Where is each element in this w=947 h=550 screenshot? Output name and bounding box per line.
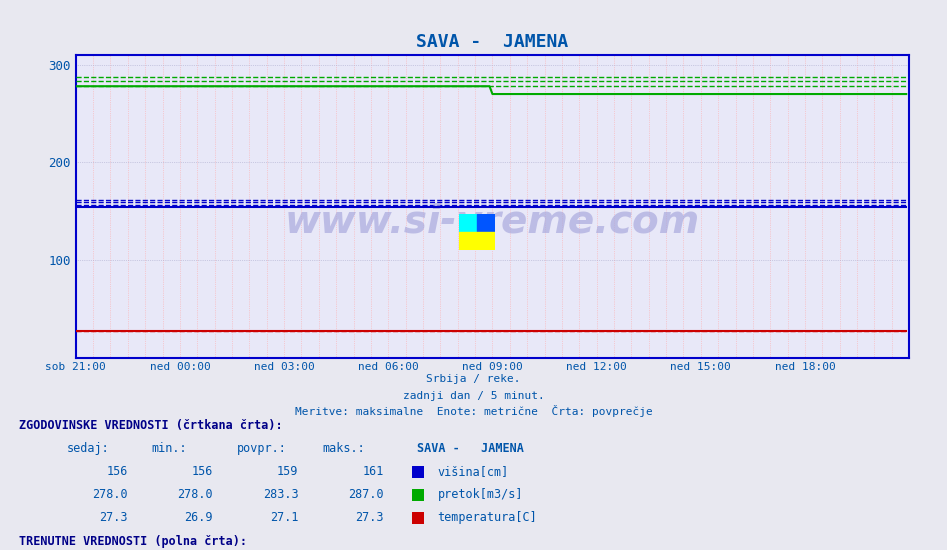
Title: SAVA -  JAMENA: SAVA - JAMENA [417, 32, 568, 51]
Text: temperatura[C]: temperatura[C] [438, 512, 537, 524]
Text: 278.0: 278.0 [92, 488, 128, 501]
Text: 278.0: 278.0 [177, 488, 213, 501]
Bar [459, 232, 495, 250]
Text: 159: 159 [277, 465, 298, 478]
Text: maks.:: maks.: [322, 442, 365, 455]
Text: 27.1: 27.1 [270, 512, 298, 524]
Text: SAVA -   JAMENA: SAVA - JAMENA [417, 442, 524, 455]
Text: min.:: min.: [152, 442, 188, 455]
Text: povpr.:: povpr.: [237, 442, 287, 455]
Text: 156: 156 [106, 465, 128, 478]
Bar [477, 214, 495, 232]
Text: 287.0: 287.0 [348, 488, 384, 501]
Text: www.si-vreme.com: www.si-vreme.com [285, 202, 700, 240]
Text: Meritve: maksimalne  Enote: metrične  Črta: povprečje: Meritve: maksimalne Enote: metrične Črta… [295, 405, 652, 417]
Text: višina[cm]: višina[cm] [438, 465, 509, 478]
Text: 26.9: 26.9 [185, 512, 213, 524]
Text: ZGODOVINSKE VREDNOSTI (črtkana črta):: ZGODOVINSKE VREDNOSTI (črtkana črta): [19, 419, 282, 432]
Text: 156: 156 [191, 465, 213, 478]
Text: Srbija / reke.: Srbija / reke. [426, 374, 521, 384]
Text: sedaj:: sedaj: [66, 442, 109, 455]
Text: TRENUTNE VREDNOSTI (polna črta):: TRENUTNE VREDNOSTI (polna črta): [19, 535, 247, 547]
Bar [459, 214, 477, 232]
Text: 27.3: 27.3 [355, 512, 384, 524]
Text: 27.3: 27.3 [99, 512, 128, 524]
Text: zadnji dan / 5 minut.: zadnji dan / 5 minut. [402, 390, 545, 401]
Text: 283.3: 283.3 [262, 488, 298, 501]
Text: pretok[m3/s]: pretok[m3/s] [438, 488, 523, 501]
Text: 161: 161 [362, 465, 384, 478]
